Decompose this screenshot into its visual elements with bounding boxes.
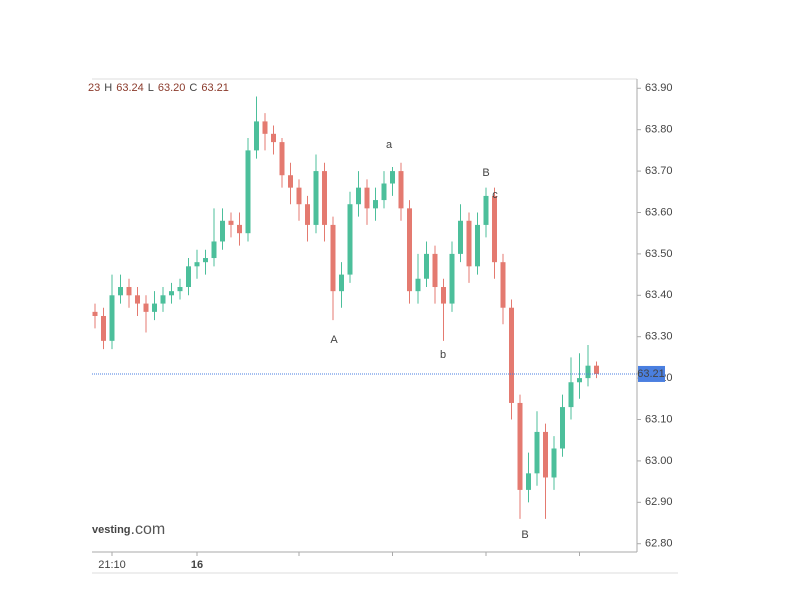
y-tick-label: 63.10 <box>645 413 673 425</box>
ohlc-part: 63.21 <box>201 82 229 94</box>
candle-body <box>500 262 506 308</box>
candle-body <box>203 258 208 263</box>
logo-part: .com <box>131 521 166 538</box>
candle-body <box>373 200 378 209</box>
candle-body <box>186 266 191 288</box>
wave-label: b <box>440 349 446 361</box>
candle-body <box>543 431 548 478</box>
ohlc-part: L <box>148 82 154 94</box>
candle-body <box>390 171 395 184</box>
ohlc-part: 23 <box>88 82 100 94</box>
ohlc-part: 63.24 <box>116 82 144 94</box>
candle-body <box>347 204 353 275</box>
y-tick-label: 63.60 <box>645 206 673 218</box>
ohlc-part: H <box>104 82 112 94</box>
candle-body <box>458 220 463 254</box>
candle-body <box>381 183 387 201</box>
wave-label: a <box>386 139 393 151</box>
candle-body <box>313 171 319 225</box>
candle-body <box>279 142 285 176</box>
x-tick-label: 21:10 <box>98 559 126 571</box>
candle-body <box>92 311 98 316</box>
candle-body <box>160 295 166 304</box>
candle-body <box>169 291 174 296</box>
candle-body <box>109 295 115 341</box>
ohlc-part: 63.20 <box>158 82 186 94</box>
y-tick-label: 62.90 <box>645 496 673 508</box>
candle-body <box>305 204 310 225</box>
candle-body <box>509 307 514 403</box>
candle-body <box>330 224 336 292</box>
candle-body <box>517 402 523 490</box>
candle-body <box>339 274 344 292</box>
y-tick-label: 63.00 <box>645 455 673 467</box>
y-tick-label: 63.40 <box>645 289 673 301</box>
logo: vesting.com <box>92 521 165 538</box>
candle-body <box>322 171 327 225</box>
y-tick-label: 63.30 <box>645 331 673 343</box>
candle-body <box>245 150 251 234</box>
candle-body <box>415 278 421 292</box>
last-price-label: 63.21 <box>637 368 665 380</box>
candle-body <box>211 241 217 259</box>
candle-body <box>143 303 149 312</box>
candle-body <box>271 133 276 143</box>
candle-body <box>449 253 455 304</box>
candle-body <box>101 316 106 341</box>
candle-body <box>432 253 438 288</box>
candle-body <box>398 171 404 209</box>
y-tick-label: 63.70 <box>645 165 673 177</box>
candle-body <box>126 287 132 296</box>
ohlc-part: C <box>189 82 197 94</box>
wave-label: B <box>482 167 489 179</box>
candle-body <box>296 187 302 205</box>
y-tick-label: 63.80 <box>645 124 673 136</box>
candle-body <box>568 382 574 408</box>
last-price-tag <box>638 365 665 382</box>
candle-body <box>551 448 557 478</box>
candle-body <box>228 220 234 225</box>
candle-body <box>560 407 565 449</box>
candle-body <box>177 287 183 292</box>
y-tick-label: 62.80 <box>645 538 673 550</box>
candle-body <box>492 195 497 263</box>
candle-body <box>135 295 140 304</box>
candle-body <box>424 253 429 279</box>
candle-body <box>194 262 200 267</box>
wave-label: c <box>492 189 498 201</box>
wave-label: A <box>330 334 338 346</box>
wave-label: B <box>521 529 528 541</box>
candle-body <box>577 378 582 383</box>
x-tick-label: 16 <box>191 559 203 571</box>
candle-body <box>288 175 293 188</box>
candle-body <box>441 287 446 304</box>
ohlc-header: 23 H 63.24 L 63.20 C 63.21 <box>88 82 229 94</box>
candle-body <box>364 187 370 209</box>
candle-body <box>585 365 591 379</box>
candle-body <box>526 473 531 490</box>
candle-body <box>466 220 472 267</box>
candle-body <box>152 303 157 312</box>
y-tick-label: 63.90 <box>645 82 673 94</box>
candle-body <box>475 224 480 267</box>
candle-body <box>483 195 489 225</box>
candle-body <box>262 121 268 134</box>
candle-body <box>254 121 259 151</box>
candle-body <box>534 431 540 474</box>
candle-body <box>118 287 123 296</box>
candle-body <box>594 365 599 374</box>
candle-body <box>237 224 242 234</box>
candle-body <box>220 220 225 242</box>
logo-part: vesting <box>92 524 131 536</box>
y-tick-label: 63.50 <box>645 248 673 260</box>
candle-body <box>407 208 412 292</box>
candle-body <box>356 187 361 205</box>
